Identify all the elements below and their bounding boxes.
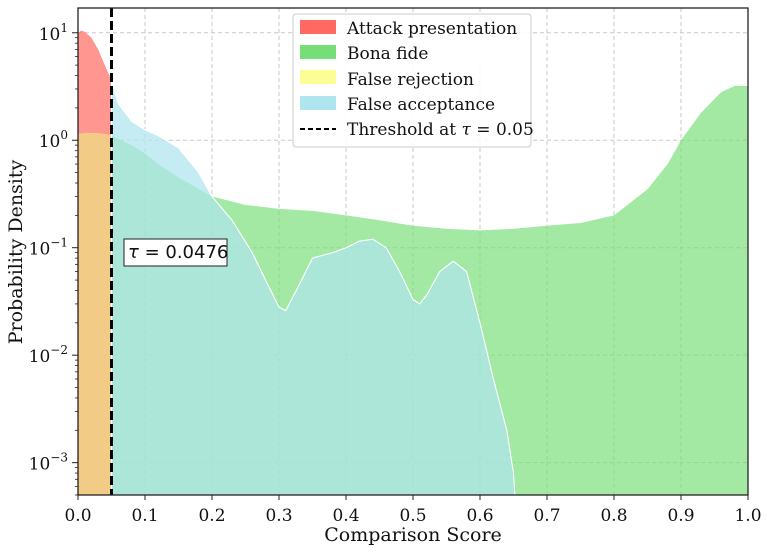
legend-label-bona-fide: Bona fide: [347, 44, 429, 64]
x-tick-label: 0.1: [131, 506, 158, 526]
y-tick-label: 100: [39, 128, 68, 152]
legend-threshold-symbol: τ: [461, 120, 471, 140]
annotation-equals: =: [139, 242, 166, 263]
legend-threshold-prefix: Threshold at: [347, 120, 461, 140]
legend: Attack presentation Bona fide False reje…: [292, 13, 534, 148]
legend-swatch-attack: [300, 20, 336, 34]
legend-swatch-false-rejection: [300, 70, 336, 84]
x-tick-label: 0.8: [600, 506, 627, 526]
annotation-symbol: τ: [128, 242, 139, 263]
y-tick-label: 10−2: [29, 343, 68, 367]
legend-label-false-rejection: False rejection: [347, 70, 474, 90]
plot-areas: [78, 30, 748, 495]
x-tick-label: 0.6: [466, 506, 493, 526]
x-axis: 0.0 0.1 0.2 0.3 0.4 0.5 0.6 0.7 0.8 0.9 1.0: [64, 495, 762, 526]
svg-text:τ = 0.0476: τ = 0.0476: [128, 242, 228, 263]
x-tick-label: 0.5: [399, 506, 426, 526]
y-axis-label: Probability Density: [5, 159, 27, 344]
x-tick-label: 0.2: [198, 506, 225, 526]
y-tick-label: 10−3: [29, 451, 68, 475]
annotation-box: [123, 238, 228, 267]
legend-swatch-false-acceptance: [300, 96, 336, 110]
x-tick-label: 0.0: [64, 506, 91, 526]
legend-threshold-value: 0.05: [496, 120, 534, 140]
x-tick-label: 0.7: [533, 506, 560, 526]
x-axis-label: Comparison Score: [324, 524, 502, 546]
legend-threshold-equals: =: [471, 120, 496, 140]
annotation-value: 0.0476: [165, 242, 228, 263]
area-false-rejection: [78, 132, 112, 495]
legend-label-threshold: Threshold at τ = 0.05: [347, 120, 534, 140]
area-false-acceptance: [110, 80, 516, 495]
x-tick-label: 0.4: [332, 506, 359, 526]
y-tick-label: 101: [39, 21, 68, 45]
legend-swatch-bona-fide: [300, 45, 336, 59]
legend-label-attack: Attack presentation: [346, 19, 517, 39]
legend-label-false-acceptance: False acceptance: [347, 95, 495, 115]
tau-annotation: τ = 0.0476: [123, 238, 228, 267]
x-tick-label: 0.3: [265, 506, 292, 526]
y-tick-label: 10−1: [29, 236, 68, 260]
x-tick-label: 1.0: [734, 506, 761, 526]
y-axis: 10−3 10−2 10−1 100 101: [29, 21, 78, 496]
legend-frame: [292, 13, 532, 148]
x-tick-label: 0.9: [667, 506, 694, 526]
